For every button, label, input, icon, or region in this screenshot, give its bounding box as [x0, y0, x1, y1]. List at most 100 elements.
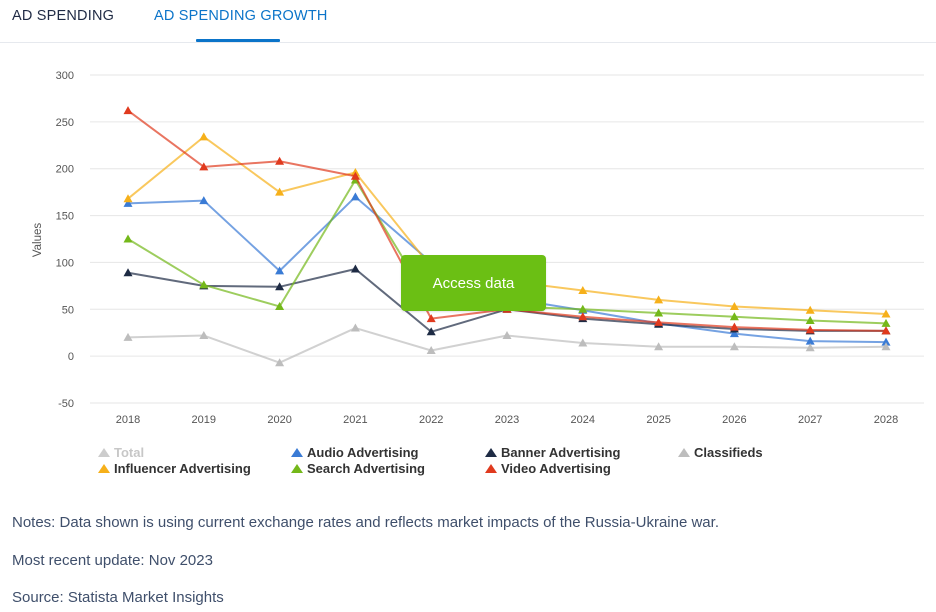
- data-point-marker: [275, 156, 285, 165]
- tab-ad-spending-growth[interactable]: AD SPENDING GROWTH: [154, 8, 328, 24]
- legend-item-influencer-advertising[interactable]: Influencer Advertising: [98, 461, 251, 476]
- data-point-marker: [275, 301, 285, 310]
- data-point-marker: [350, 171, 360, 180]
- data-point-marker: [654, 342, 664, 351]
- legend-triangle-icon: [678, 448, 690, 457]
- x-tick-label: 2022: [419, 414, 443, 426]
- data-point-marker: [199, 196, 209, 205]
- legend-label: Audio Advertising: [307, 445, 419, 460]
- legend-label: Search Advertising: [307, 461, 426, 476]
- data-point-marker: [805, 325, 815, 334]
- x-tick-label: 2021: [343, 414, 367, 426]
- data-point-marker: [578, 338, 588, 347]
- data-point-marker: [275, 187, 285, 196]
- y-tick-label: 50: [62, 304, 74, 316]
- data-point-marker: [426, 314, 436, 323]
- data-point-marker: [729, 342, 739, 351]
- data-point-marker: [123, 332, 133, 341]
- data-point-marker: [123, 194, 133, 203]
- update-text: Most recent update: Nov 2023: [12, 552, 213, 569]
- data-point-marker: [729, 329, 739, 338]
- x-tick-label: 2023: [495, 414, 519, 426]
- data-point-marker: [881, 337, 891, 346]
- data-point-marker: [881, 326, 891, 335]
- data-point-marker: [275, 282, 285, 291]
- data-point-marker: [654, 295, 664, 304]
- data-point-marker: [350, 192, 360, 201]
- legend-label: Banner Advertising: [501, 445, 621, 460]
- y-tick-label: 250: [56, 117, 74, 129]
- y-axis-label: Values: [32, 223, 44, 258]
- x-tick-label: 2019: [192, 414, 216, 426]
- data-point-marker: [729, 301, 739, 310]
- legend-label: Influencer Advertising: [114, 461, 251, 476]
- data-point-marker: [654, 317, 664, 326]
- data-point-marker: [350, 323, 360, 332]
- legend-item-total[interactable]: Total: [98, 445, 144, 460]
- y-axis-ticks: -50 0 50 100 150 200 250 300: [56, 70, 74, 410]
- data-point-marker: [123, 234, 133, 243]
- x-tick-label: 2020: [267, 414, 291, 426]
- data-point-marker: [123, 198, 133, 207]
- y-tick-label: 0: [68, 351, 74, 363]
- data-point-marker: [426, 346, 436, 355]
- x-tick-label: 2028: [874, 414, 898, 426]
- legend-triangle-icon: [485, 464, 497, 473]
- data-point-marker: [123, 268, 133, 277]
- series-classifieds: [123, 323, 891, 367]
- x-tick-label: 2018: [116, 414, 140, 426]
- legend-item-video-advertising[interactable]: Video Advertising: [485, 461, 611, 476]
- data-point-marker: [123, 106, 133, 115]
- x-tick-label: 2025: [646, 414, 670, 426]
- data-point-marker: [426, 327, 436, 336]
- x-axis-ticks: 2018 2019 2020 2021 2022 2023 2024 2025 2026 2027…: [116, 414, 898, 426]
- x-tick-label: 2026: [722, 414, 746, 426]
- access-data-button[interactable]: Access data: [401, 255, 546, 311]
- legend-item-search-advertising[interactable]: Search Advertising: [291, 461, 425, 476]
- tab-ad-spending[interactable]: AD SPENDING: [12, 8, 115, 24]
- data-point-marker: [275, 266, 285, 275]
- y-tick-label: 150: [56, 211, 74, 223]
- legend-item-banner-advertising[interactable]: Banner Advertising: [485, 445, 620, 460]
- data-point-marker: [578, 304, 588, 313]
- chart-series: [123, 106, 891, 367]
- data-point-marker: [805, 305, 815, 314]
- data-point-marker: [578, 286, 588, 295]
- data-point-marker: [578, 312, 588, 321]
- legend-triangle-icon: [291, 464, 303, 473]
- data-point-marker: [881, 342, 891, 351]
- y-tick-label: 100: [56, 257, 74, 269]
- notes-text: Notes: Data shown is using current excha…: [12, 514, 719, 531]
- source-text: Source: Statista Market Insights: [12, 589, 224, 606]
- legend-item-classifieds[interactable]: Classifieds: [678, 445, 763, 460]
- data-point-marker: [805, 316, 815, 325]
- legend-label: Total: [114, 445, 145, 460]
- legend-triangle-icon: [485, 448, 497, 457]
- legend-triangle-icon: [291, 448, 303, 457]
- data-point-marker: [729, 312, 739, 321]
- data-point-marker: [654, 308, 664, 317]
- data-point-marker: [199, 132, 209, 141]
- data-point-marker: [199, 162, 209, 171]
- active-tab-underline: [196, 39, 280, 42]
- y-tick-label: 200: [56, 164, 74, 176]
- data-point-marker: [275, 358, 285, 367]
- legend-label: Video Advertising: [501, 461, 611, 476]
- x-tick-label: 2027: [798, 414, 822, 426]
- y-tick-label: 300: [56, 70, 74, 82]
- legend-triangle-icon: [98, 464, 110, 473]
- data-point-marker: [805, 336, 815, 345]
- legend-triangle-icon: [98, 448, 110, 457]
- x-tick-label: 2024: [571, 414, 595, 426]
- legend-label: Classifieds: [694, 445, 763, 460]
- legend-item-audio-advertising[interactable]: Audio Advertising: [291, 445, 418, 460]
- y-tick-label: -50: [58, 398, 74, 410]
- data-point-marker: [199, 331, 209, 340]
- data-point-marker: [350, 264, 360, 273]
- data-point-marker: [199, 280, 209, 289]
- data-point-marker: [502, 331, 512, 340]
- data-point-marker: [729, 322, 739, 331]
- chart-grid: [90, 74, 924, 404]
- tab-bar: AD SPENDING AD SPENDING GROWTH: [0, 0, 936, 43]
